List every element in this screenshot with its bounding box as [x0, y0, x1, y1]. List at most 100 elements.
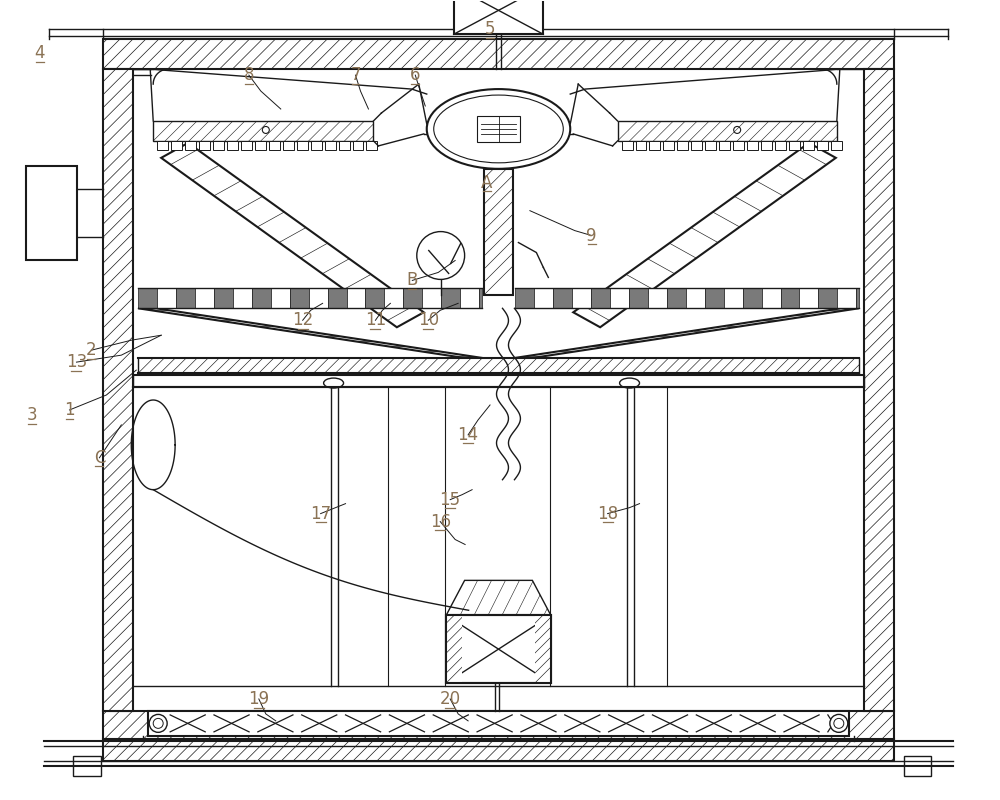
Bar: [213, 141, 224, 150]
Bar: [353, 141, 363, 150]
Ellipse shape: [324, 378, 344, 388]
Bar: [837, 288, 856, 308]
Polygon shape: [138, 308, 484, 358]
Bar: [904, 756, 931, 776]
Text: 7: 7: [350, 66, 361, 84]
Bar: [762, 288, 781, 308]
Bar: [818, 288, 837, 308]
Text: B: B: [407, 271, 418, 290]
Bar: [311, 141, 322, 150]
Bar: [290, 288, 309, 308]
Ellipse shape: [417, 231, 465, 279]
Bar: [422, 288, 441, 308]
Bar: [622, 141, 633, 150]
Text: 1: 1: [64, 401, 75, 419]
Text: 10: 10: [418, 311, 439, 330]
Bar: [477, 116, 520, 142]
Text: 15: 15: [440, 490, 461, 509]
Bar: [572, 288, 591, 308]
Bar: [325, 141, 336, 150]
Bar: [148, 711, 849, 736]
Bar: [484, 169, 513, 295]
Bar: [403, 288, 422, 308]
Bar: [534, 288, 553, 308]
Bar: [171, 141, 182, 150]
Text: 8: 8: [244, 66, 254, 84]
Text: 4: 4: [34, 44, 45, 62]
Bar: [255, 141, 266, 150]
Bar: [103, 711, 894, 741]
Bar: [309, 288, 328, 308]
Bar: [553, 288, 572, 308]
Bar: [610, 288, 629, 308]
Bar: [384, 288, 403, 308]
Bar: [252, 288, 271, 308]
Bar: [636, 141, 646, 150]
Text: 16: 16: [430, 513, 451, 530]
Ellipse shape: [830, 714, 848, 732]
Text: 12: 12: [292, 311, 313, 330]
Ellipse shape: [620, 378, 640, 388]
Bar: [667, 288, 686, 308]
Bar: [103, 739, 894, 761]
Bar: [817, 141, 828, 150]
Bar: [535, 615, 551, 683]
Bar: [789, 141, 800, 150]
Bar: [733, 141, 744, 150]
Text: 18: 18: [597, 505, 618, 522]
Text: 20: 20: [440, 690, 461, 708]
Text: 11: 11: [365, 311, 386, 330]
Bar: [233, 288, 252, 308]
Bar: [446, 615, 551, 683]
Bar: [686, 288, 705, 308]
Bar: [339, 141, 350, 150]
Bar: [185, 141, 196, 150]
Bar: [649, 141, 660, 150]
Text: 13: 13: [66, 353, 87, 371]
Bar: [831, 141, 842, 150]
Bar: [856, 288, 859, 308]
Polygon shape: [161, 143, 424, 327]
Text: 17: 17: [310, 505, 331, 522]
Bar: [241, 141, 252, 150]
Bar: [441, 288, 460, 308]
Bar: [515, 288, 534, 308]
Bar: [691, 141, 702, 150]
Bar: [347, 288, 365, 308]
Bar: [269, 141, 280, 150]
Bar: [648, 288, 667, 308]
Bar: [781, 288, 799, 308]
Bar: [663, 141, 674, 150]
Bar: [365, 288, 384, 308]
Bar: [138, 288, 157, 308]
Bar: [366, 141, 377, 150]
Text: C: C: [94, 449, 105, 466]
Text: 6: 6: [410, 66, 421, 84]
Bar: [454, 0, 543, 34]
Bar: [153, 121, 373, 141]
Text: 9: 9: [586, 226, 597, 245]
Bar: [297, 141, 308, 150]
Bar: [157, 141, 168, 150]
Bar: [157, 288, 176, 308]
Text: 14: 14: [458, 426, 479, 444]
Ellipse shape: [149, 714, 167, 732]
Bar: [629, 288, 648, 308]
Text: A: A: [481, 174, 493, 192]
Bar: [195, 288, 214, 308]
Text: 3: 3: [26, 406, 37, 424]
Bar: [176, 288, 195, 308]
Text: 19: 19: [248, 690, 269, 708]
Text: 5: 5: [485, 20, 495, 38]
Bar: [283, 141, 294, 150]
Bar: [761, 141, 772, 150]
Bar: [199, 141, 210, 150]
Bar: [446, 615, 462, 683]
Bar: [705, 288, 724, 308]
Bar: [271, 288, 290, 308]
Bar: [591, 288, 610, 308]
Bar: [73, 756, 101, 776]
Bar: [227, 141, 238, 150]
Bar: [719, 141, 730, 150]
Bar: [677, 141, 688, 150]
